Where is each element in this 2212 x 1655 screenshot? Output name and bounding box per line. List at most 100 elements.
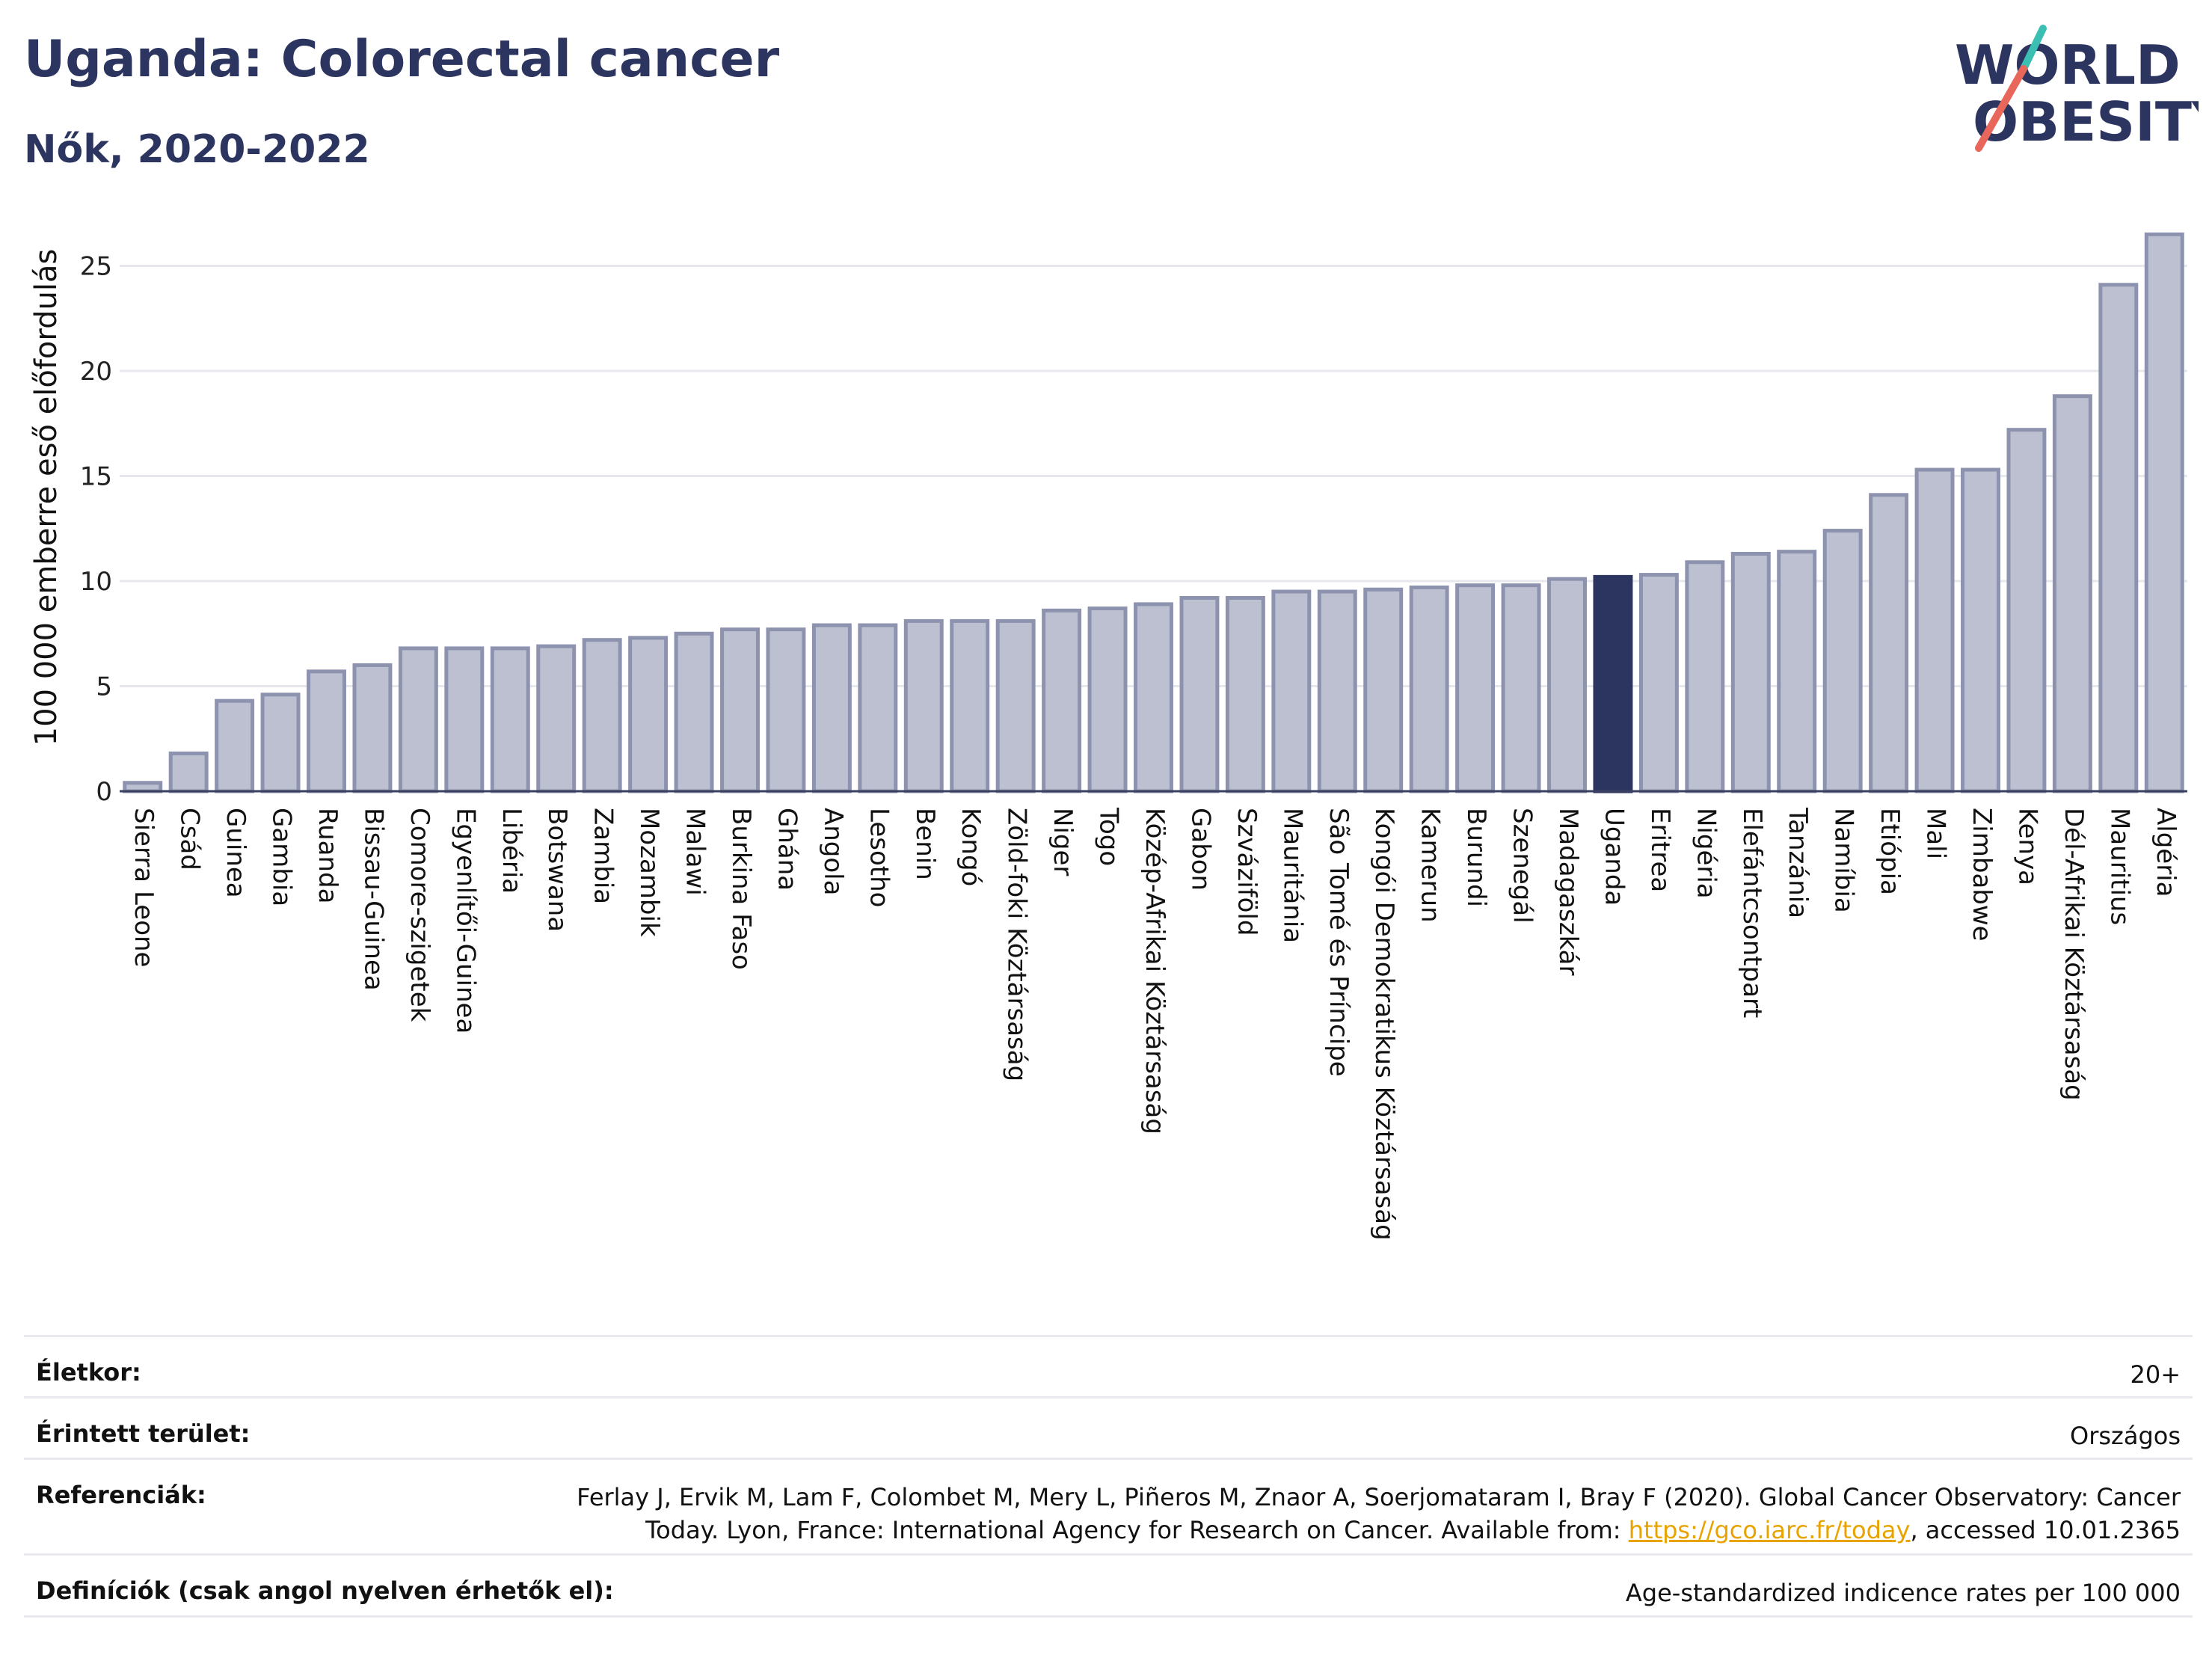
bar-kamerun bbox=[1409, 585, 1449, 793]
category-label: Algéria bbox=[2151, 808, 2181, 897]
category-label: Lesotho bbox=[864, 808, 894, 907]
category-label: Burundi bbox=[1461, 808, 1491, 907]
category-label: Mauritius bbox=[2104, 808, 2134, 925]
category-label: Ruanda bbox=[313, 808, 342, 903]
category-label: Mali bbox=[1921, 808, 1951, 859]
bar-nig-ria bbox=[1685, 560, 1725, 793]
bar-d-l-afrikai-k-zt-rsas-g bbox=[2052, 394, 2092, 793]
category-label: Gabon bbox=[1185, 808, 1215, 891]
references-text: Ferlay J, Ervik M, Lam F, Colombet M, Me… bbox=[577, 1481, 2181, 1547]
info-row-references: Referenciák: Ferlay J, Ervik M, Lam F, C… bbox=[24, 1458, 2193, 1556]
area-value: Országos bbox=[2070, 1422, 2181, 1450]
bar-szeneg-l bbox=[1501, 583, 1541, 793]
bar-chart: 0 5 10 15 20 25 Sierra Leone Csád Guinea Gambia R… bbox=[29, 232, 2187, 1241]
category-labels: Sierra Leone Csád Guinea Gambia Ruanda Bissau… bbox=[129, 807, 2181, 1241]
world-obesity-logo: WORLD OBESITY bbox=[1955, 25, 2199, 153]
bar-kong-i-demokratikus-k-zt-rsas-g bbox=[1363, 587, 1404, 793]
category-label: Benin bbox=[910, 808, 940, 880]
bar-togo bbox=[1087, 607, 1128, 793]
bar-lesotho bbox=[858, 623, 898, 793]
category-label: Togo bbox=[1094, 807, 1124, 866]
bar-botswana bbox=[536, 644, 577, 793]
bar-madagaszk-r bbox=[1547, 577, 1587, 793]
bar-mozambik bbox=[628, 636, 669, 793]
y-tick-label: 0 bbox=[96, 777, 112, 807]
definitions-value: Age-standardized indicence rates per 100… bbox=[1625, 1579, 2181, 1607]
category-label: Botswana bbox=[542, 808, 572, 932]
bar-kenya bbox=[2006, 428, 2047, 793]
info-row-age: Életkor: 20+ bbox=[24, 1335, 2193, 1398]
bar-eritrea bbox=[1638, 573, 1679, 793]
bar-comore-szigetek bbox=[398, 646, 438, 793]
bar-cs-d bbox=[168, 751, 209, 793]
category-label: Kenya bbox=[2012, 808, 2042, 885]
category-label: Dél-Afrikai Köztársaság bbox=[2059, 808, 2089, 1101]
bar-burundi bbox=[1455, 583, 1496, 793]
references-link[interactable]: https://gco.iarc.fr/today bbox=[1628, 1516, 1911, 1544]
category-label: Szenegál bbox=[1508, 808, 1537, 924]
category-label: Guinea bbox=[221, 808, 251, 898]
bar-niger bbox=[1042, 608, 1082, 793]
bar-k-z-p-afrikai-k-zt-rsas-g bbox=[1134, 602, 1173, 793]
category-label: Zöld-foki Köztársaság bbox=[1002, 808, 1032, 1081]
category-label: Angola bbox=[818, 808, 848, 895]
category-label: Nigéria bbox=[1691, 808, 1721, 899]
bar-maurit-nia bbox=[1271, 589, 1312, 793]
info-row-area: Érintett terület: Országos bbox=[24, 1396, 2193, 1460]
category-label: Tanzánia bbox=[1783, 807, 1813, 918]
bar-malawi bbox=[674, 631, 714, 793]
category-label: Kamerun bbox=[1416, 808, 1446, 923]
logo-slash-teal bbox=[2020, 25, 2047, 73]
category-label: Elefántcsontpart bbox=[1737, 808, 1767, 1018]
bar-benin bbox=[903, 618, 944, 793]
category-label: Malawi bbox=[681, 808, 710, 896]
category-label: Comore-szigetek bbox=[405, 808, 434, 1022]
bar-eti-pia bbox=[1869, 493, 1909, 793]
y-tick-label: 10 bbox=[80, 567, 112, 597]
chart-title: Uganda: Colorectal cancer bbox=[24, 30, 780, 89]
logo-line2: OBESITY bbox=[1973, 90, 2199, 153]
y-tick-label: 25 bbox=[80, 252, 112, 282]
category-label: Zimbabwe bbox=[1967, 808, 1997, 942]
category-label: Mauritánia bbox=[1277, 808, 1307, 943]
category-label: Kongó bbox=[956, 808, 986, 886]
logo-line1: WORLD bbox=[1955, 34, 2181, 96]
bar-egyenl-t-i-guinea bbox=[444, 646, 485, 793]
y-tick-label: 15 bbox=[80, 462, 112, 492]
y-tick-label: 20 bbox=[80, 357, 112, 387]
category-label: Bissau-Guinea bbox=[358, 808, 388, 991]
logo-slash-red bbox=[1975, 65, 2027, 152]
y-axis-label: 100 000 emberre eső előfordulás bbox=[29, 249, 64, 746]
bar-sierra-leone bbox=[123, 781, 163, 793]
bar-tanz-nia bbox=[1777, 550, 1817, 793]
definitions-label: Definíciók (csak angol nyelven érhetők e… bbox=[36, 1576, 614, 1605]
references-label: Referenciák: bbox=[36, 1481, 206, 1509]
category-label: Burkina Faso bbox=[726, 808, 756, 970]
category-label: Niger bbox=[1048, 808, 1078, 876]
bar-s-o-tom-s-pr-ncipe bbox=[1317, 589, 1357, 793]
category-label: Közép-Afrikai Köztársaság bbox=[1140, 808, 1170, 1134]
bar-zimbabwe bbox=[1961, 467, 2000, 793]
bar-nam-bia bbox=[1822, 529, 1863, 793]
bar-angola bbox=[811, 623, 852, 793]
age-value: 20+ bbox=[2130, 1360, 2181, 1389]
bar-guinea bbox=[215, 698, 255, 793]
bar-burkina-faso bbox=[720, 627, 760, 793]
category-label: Zambia bbox=[589, 808, 618, 904]
bar-mali bbox=[1914, 467, 1955, 793]
bar-zambia bbox=[582, 638, 622, 793]
bar-uganda bbox=[1593, 574, 1633, 793]
y-tick-label: 5 bbox=[96, 672, 112, 702]
bar-elef-ntcsontpart bbox=[1730, 551, 1771, 793]
references-line2: Today. Lyon, France: International Agenc… bbox=[577, 1514, 2181, 1547]
bottom-divider bbox=[24, 1615, 2193, 1618]
bar-gabon bbox=[1179, 595, 1220, 793]
category-label: Csád bbox=[175, 808, 205, 871]
bar-mauritius bbox=[2098, 283, 2139, 793]
category-label: Szváziföld bbox=[1232, 808, 1262, 936]
category-label: Libéria bbox=[497, 808, 526, 894]
category-label: São Tomé és Príncipe bbox=[1324, 808, 1354, 1077]
bar-z-ld-foki-k-zt-rsas-g bbox=[995, 618, 1036, 793]
category-label: Ghána bbox=[772, 808, 802, 891]
category-label: Uganda bbox=[1599, 808, 1629, 906]
